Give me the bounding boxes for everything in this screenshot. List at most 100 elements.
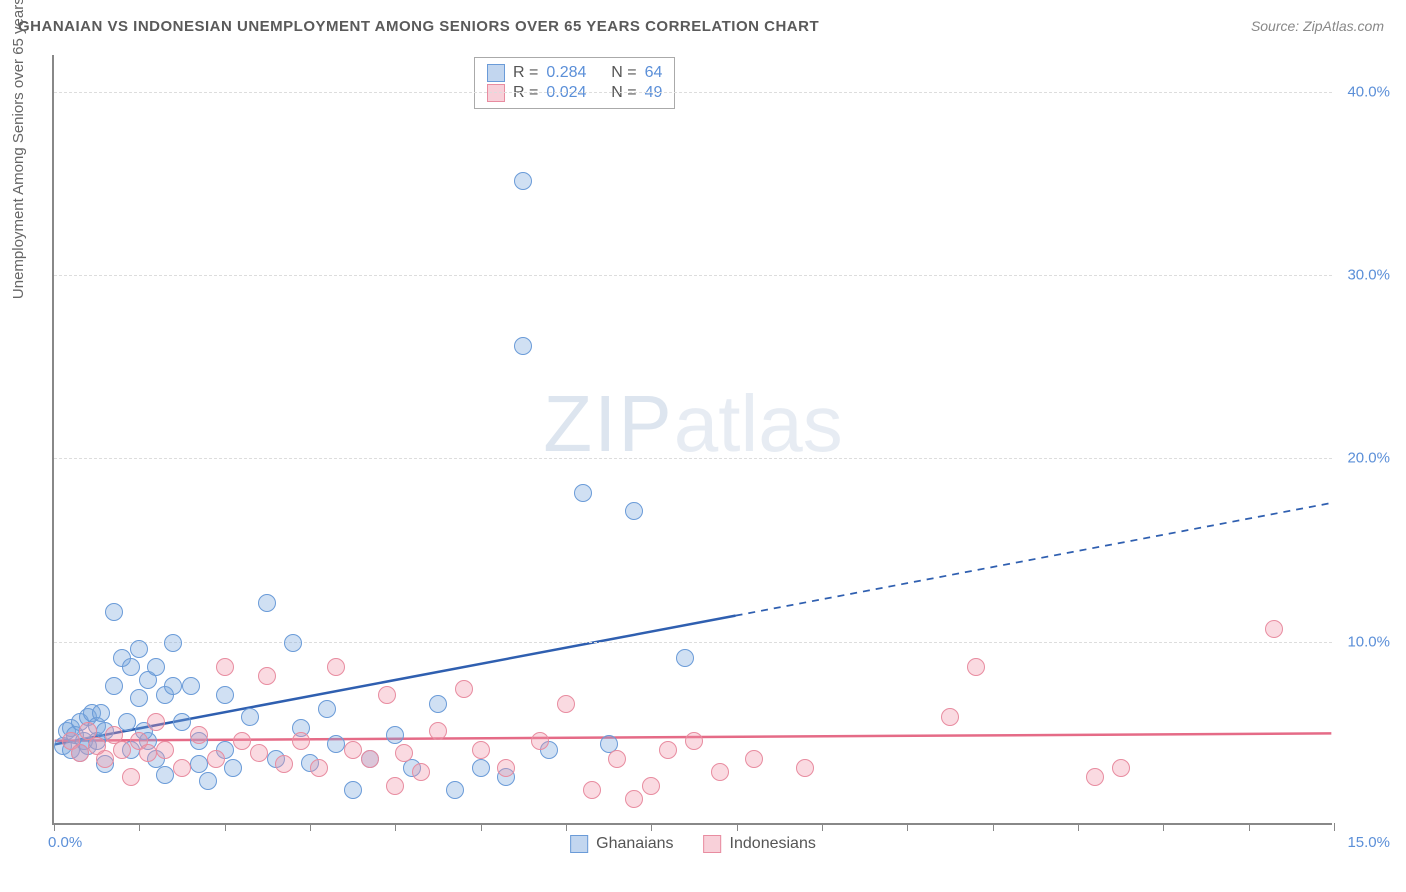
data-point <box>378 686 396 704</box>
stat-n-value: 49 <box>645 84 663 102</box>
x-tick <box>907 823 908 831</box>
data-point <box>71 744 89 762</box>
data-point <box>284 634 302 652</box>
stat-r-value: 0.284 <box>546 64 586 82</box>
legend-swatch <box>704 835 722 853</box>
stat-n-value: 64 <box>645 64 663 82</box>
stats-row: R = 0.024 N = 49 <box>487 84 662 102</box>
data-point <box>216 686 234 704</box>
data-point <box>130 689 148 707</box>
x-tick <box>1078 823 1079 831</box>
data-point <box>241 708 259 726</box>
gridline <box>54 275 1332 276</box>
gridline <box>54 642 1332 643</box>
data-point <box>216 658 234 676</box>
data-point <box>497 759 515 777</box>
data-point <box>292 732 310 750</box>
data-point <box>310 759 328 777</box>
data-point <box>386 777 404 795</box>
data-point <box>122 768 140 786</box>
data-point <box>156 741 174 759</box>
data-point <box>327 658 345 676</box>
data-point <box>250 744 268 762</box>
data-point <box>139 744 157 762</box>
stats-row: R = 0.284 N = 64 <box>487 64 662 82</box>
x-tick <box>139 823 140 831</box>
data-point <box>113 741 131 759</box>
legend-item: Indonesians <box>704 835 816 853</box>
data-point <box>745 750 763 768</box>
data-point <box>429 695 447 713</box>
data-point <box>164 634 182 652</box>
data-point <box>122 658 140 676</box>
data-point <box>941 708 959 726</box>
data-point <box>233 732 251 750</box>
stat-n-label: N = <box>611 64 636 82</box>
data-point <box>173 713 191 731</box>
source-label: Source: ZipAtlas.com <box>1251 18 1384 34</box>
data-point <box>164 677 182 695</box>
data-point <box>796 759 814 777</box>
x-tick <box>737 823 738 831</box>
data-point <box>199 772 217 790</box>
chart-container: GHANAIAN VS INDONESIAN UNEMPLOYMENT AMON… <box>0 0 1406 892</box>
data-point <box>676 649 694 667</box>
data-point <box>327 735 345 753</box>
stat-r-label: R = <box>513 84 538 102</box>
x-tick <box>481 823 482 831</box>
x-tick-min: 0.0% <box>48 834 82 851</box>
data-point <box>318 700 336 718</box>
legend-swatch <box>487 64 505 82</box>
data-point <box>344 781 362 799</box>
data-point <box>1086 768 1104 786</box>
legend-label: Ghanaians <box>596 835 673 853</box>
data-point <box>96 750 114 768</box>
data-point <box>344 741 362 759</box>
y-tick-label: 10.0% <box>1347 633 1390 650</box>
x-tick <box>651 823 652 831</box>
legend-swatch <box>570 835 588 853</box>
data-point <box>130 640 148 658</box>
x-tick <box>225 823 226 831</box>
data-point <box>642 777 660 795</box>
data-point <box>711 763 729 781</box>
data-point <box>258 594 276 612</box>
y-axis-label: Unemployment Among Seniors over 65 years <box>10 0 27 299</box>
data-point <box>147 713 165 731</box>
data-point <box>147 658 165 676</box>
x-tick <box>822 823 823 831</box>
gridline <box>54 92 1332 93</box>
data-point <box>659 741 677 759</box>
data-point <box>557 695 575 713</box>
stat-r-label: R = <box>513 64 538 82</box>
data-point <box>258 667 276 685</box>
data-point <box>455 680 473 698</box>
data-point <box>224 759 242 777</box>
data-point <box>105 603 123 621</box>
data-point <box>625 790 643 808</box>
x-tick <box>566 823 567 831</box>
chart-title: GHANAIAN VS INDONESIAN UNEMPLOYMENT AMON… <box>18 18 819 35</box>
bottom-legend: Ghanaians Indonesians <box>570 835 816 853</box>
x-tick <box>1249 823 1250 831</box>
x-tick <box>1163 823 1164 831</box>
data-point <box>608 750 626 768</box>
data-point <box>173 759 191 777</box>
data-point <box>105 677 123 695</box>
data-point <box>207 750 225 768</box>
data-point <box>275 755 293 773</box>
data-point <box>395 744 413 762</box>
data-point <box>412 763 430 781</box>
gridline <box>54 458 1332 459</box>
data-point <box>156 766 174 784</box>
x-tick <box>1334 823 1335 831</box>
y-tick-label: 20.0% <box>1347 450 1390 467</box>
data-point <box>361 750 379 768</box>
data-point <box>514 172 532 190</box>
legend-swatch <box>487 84 505 102</box>
data-point <box>531 732 549 750</box>
stat-n-label: N = <box>611 84 636 102</box>
plot-area: ZIPatlas R = 0.284 N = 64 R = 0.024 N = … <box>52 55 1332 825</box>
y-tick-label: 40.0% <box>1347 83 1390 100</box>
data-point <box>182 677 200 695</box>
